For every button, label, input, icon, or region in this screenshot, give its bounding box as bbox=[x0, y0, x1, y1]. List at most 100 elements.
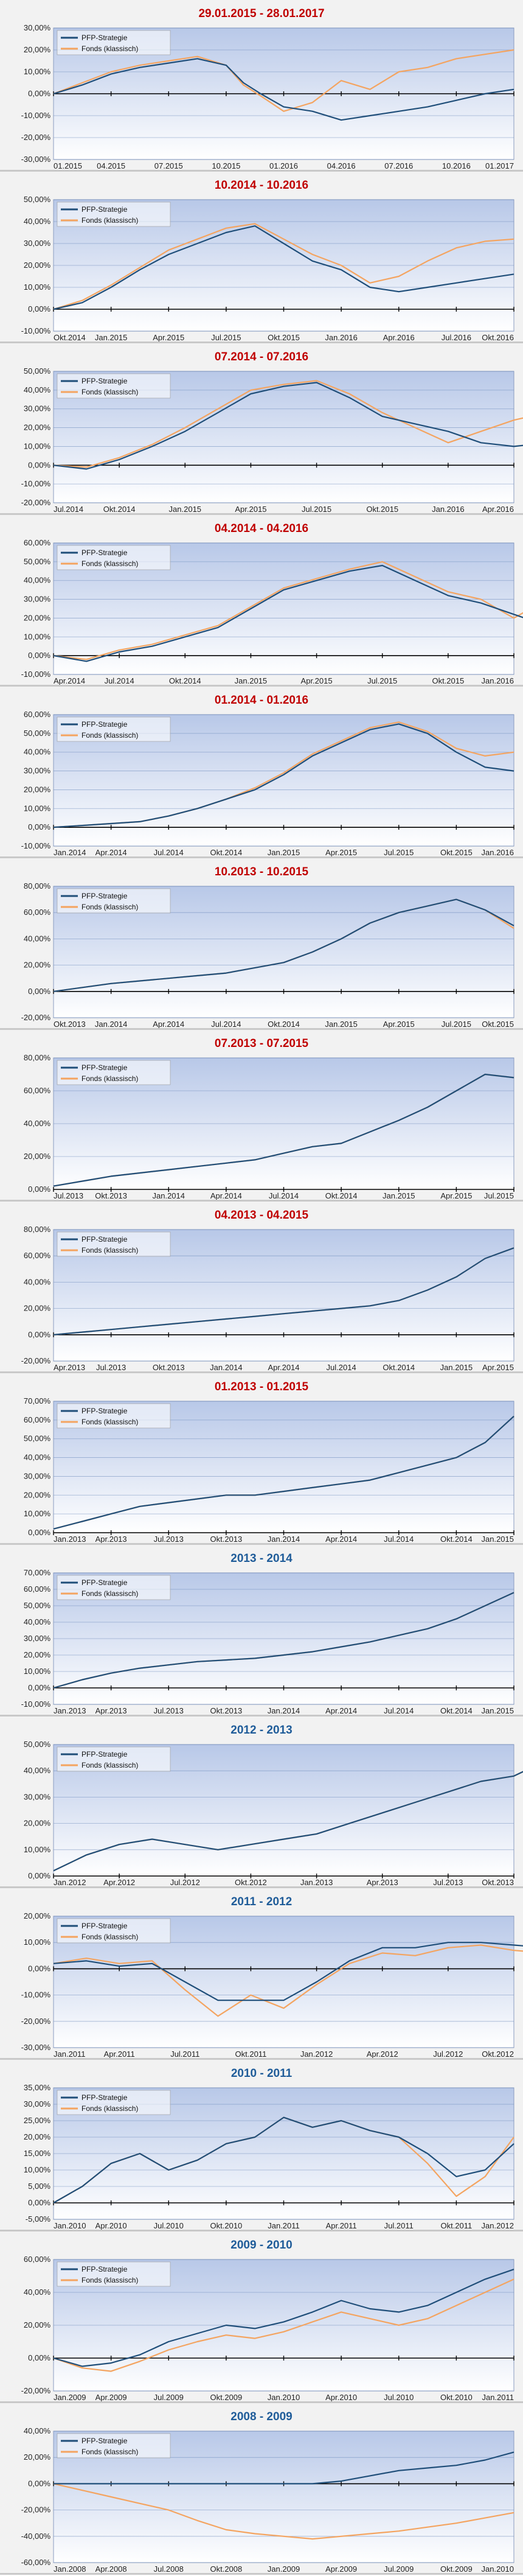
y-tick-label: 0,00% bbox=[28, 2198, 50, 2207]
x-tick-label: 10.2015 bbox=[212, 161, 240, 170]
y-tick-label: 40,00% bbox=[24, 1766, 51, 1775]
y-tick-label: 0,00% bbox=[28, 1185, 50, 1194]
y-tick-label: -10,00% bbox=[21, 841, 51, 850]
legend-entry: PFP-Strategie bbox=[81, 1922, 128, 1930]
legend-box bbox=[57, 30, 171, 55]
y-tick-label: 60,00% bbox=[24, 1415, 51, 1424]
x-tick-label: Apr.2015 bbox=[325, 848, 357, 856]
x-tick-label: 01.2015 bbox=[54, 161, 82, 170]
x-tick-label: Apr.2013 bbox=[95, 1706, 127, 1715]
x-tick-label: Jan.2015 bbox=[383, 1191, 415, 1200]
x-tick-label: 01.2016 bbox=[269, 161, 298, 170]
x-tick-label: Jul.2015 bbox=[367, 676, 397, 685]
legend-box bbox=[57, 1575, 171, 1600]
x-tick-label: Jan.2014 bbox=[95, 1020, 128, 1028]
x-tick-label: Okt.2014 bbox=[325, 1191, 358, 1200]
x-tick-label: Jul.2014 bbox=[269, 1191, 299, 1200]
legend-box bbox=[57, 2261, 171, 2287]
x-tick-label: Apr.2014 bbox=[325, 1535, 357, 1543]
x-tick-label: Apr.2010 bbox=[325, 2393, 357, 2401]
x-tick-label: Apr.2014 bbox=[325, 1706, 357, 1715]
chart-svg: 10.2013 - 10.2015 80,00% 60,00% 40,00% 20,00… bbox=[21, 866, 514, 1028]
legend: PFP-Strategie Fonds (klassisch) bbox=[57, 545, 171, 570]
chart-svg: 29.01.2015 - 28.01.2017 30,00% 20,00% 10,00… bbox=[21, 7, 514, 170]
y-tick-label: 0,00% bbox=[28, 460, 50, 469]
y-tick-label: 0,00% bbox=[28, 2353, 50, 2362]
y-tick-label: -20,00% bbox=[21, 1013, 51, 1022]
y-tick-label: 70,00% bbox=[24, 1396, 51, 1405]
y-tick-label: 20,00% bbox=[24, 2132, 51, 2141]
chart-svg: 04.2013 - 04.2015 80,00% 60,00% 40,00% 20,00… bbox=[21, 1209, 514, 1371]
series-line-pfp-strategie bbox=[53, 1415, 514, 1530]
x-tick-label: Apr.2014 bbox=[54, 676, 85, 685]
x-tick-label: 04.2016 bbox=[327, 161, 356, 170]
legend-entry: PFP-Strategie bbox=[81, 1578, 128, 1587]
x-tick-label: Jul.2012 bbox=[433, 2049, 463, 2058]
y-tick-label: 25,00% bbox=[24, 2116, 51, 2125]
x-tick-label: Okt.2015 bbox=[366, 505, 398, 513]
y-tick-label: 40,00% bbox=[24, 2426, 51, 2435]
legend: PFP-Strategie Fonds (klassisch) bbox=[57, 716, 171, 742]
y-tick-label: -40,00% bbox=[21, 2532, 51, 2541]
legend-entry: Fonds (klassisch) bbox=[81, 2104, 138, 2113]
x-tick-label: Apr.2013 bbox=[54, 1363, 85, 1371]
y-tick-label: 50,00% bbox=[24, 1740, 51, 1749]
x-tick-label: Jul.2014 bbox=[211, 1020, 241, 1028]
x-tick-label: Jul.2011 bbox=[384, 2221, 414, 2230]
chart-panel: 2009 - 2010 60,00% 40,00% 20,00% 0,00% -20,00… bbox=[0, 2231, 523, 2403]
x-tick-label: Okt.2014 bbox=[210, 848, 242, 856]
chart-title: 01.2013 - 01.2015 bbox=[215, 1381, 309, 1393]
x-tick-label: Apr.2015 bbox=[383, 1020, 415, 1028]
y-tick-label: 60,00% bbox=[24, 908, 51, 917]
x-tick-label: Apr.2015 bbox=[482, 1363, 514, 1371]
legend-entry: Fonds (klassisch) bbox=[81, 2276, 138, 2284]
x-tick-label: Jul.2015 bbox=[211, 333, 241, 341]
x-tick-label: Jul.2009 bbox=[154, 2393, 184, 2401]
chart-title: 04.2014 - 04.2016 bbox=[215, 522, 308, 535]
x-tick-label: Jan.2011 bbox=[482, 2393, 514, 2401]
series-line-fonds-klassisch bbox=[53, 2483, 514, 2540]
chart-svg: 01.2014 - 01.2016 60,00% 50,00% 40,00% 30,00… bbox=[21, 694, 514, 856]
x-tick-label: Okt.2011 bbox=[440, 2221, 472, 2230]
x-tick-label: Jul.2014 bbox=[154, 848, 184, 856]
x-tick-label: Apr.2011 bbox=[326, 2221, 357, 2230]
chart-panel: 07.2014 - 07.2016 50,00% 40,00% 30,00% 20,00… bbox=[0, 343, 523, 515]
y-tick-label: 50,00% bbox=[24, 729, 51, 738]
x-tick-label: Jan.2015 bbox=[325, 1020, 358, 1028]
x-tick-label: Jul.2014 bbox=[384, 1535, 414, 1543]
y-tick-label: 30,00% bbox=[24, 595, 51, 604]
legend-entry: Fonds (klassisch) bbox=[81, 1418, 138, 1426]
chart-panel: 29.01.2015 - 28.01.2017 30,00% 20,00% 10,00… bbox=[0, 0, 523, 172]
x-tick-label: Jul.2013 bbox=[54, 1191, 83, 1200]
chart-panel: 2013 - 2014 70,00% 60,00% 50,00% 40,00% 30,00… bbox=[0, 1545, 523, 1717]
y-tick-label: 15,00% bbox=[24, 2149, 51, 2158]
legend: PFP-Strategie Fonds (klassisch) bbox=[57, 1231, 171, 1257]
y-tick-label: 80,00% bbox=[24, 1053, 51, 1062]
y-tick-label: 10,00% bbox=[24, 1845, 51, 1854]
x-tick-label: Okt.2014 bbox=[440, 1706, 473, 1715]
legend-entry: Fonds (klassisch) bbox=[81, 1074, 138, 1083]
y-tick-label: 60,00% bbox=[24, 710, 51, 719]
x-tick-label: Jul.2015 bbox=[484, 1191, 514, 1200]
x-tick-label: Okt.2013 bbox=[482, 1878, 514, 1886]
x-tick-label: Apr.2015 bbox=[301, 676, 333, 685]
series-line-pfp-strategie bbox=[53, 564, 523, 662]
y-tick-label: 0,00% bbox=[28, 1964, 50, 1973]
x-tick-label: Jul.2014 bbox=[105, 676, 134, 685]
y-tick-label: 20,00% bbox=[24, 1304, 51, 1313]
x-tick-label: Okt.2012 bbox=[482, 2049, 514, 2058]
chart-title: 07.2014 - 07.2016 bbox=[215, 351, 308, 363]
legend-entry: PFP-Strategie bbox=[81, 2437, 128, 2445]
series-line-fonds-klassisch bbox=[53, 2278, 514, 2372]
chart-svg: 07.2014 - 07.2016 50,00% 40,00% 30,00% 20,00… bbox=[21, 351, 523, 513]
x-tick-label: Apr.2014 bbox=[153, 1020, 184, 1028]
y-tick-label: 0,00% bbox=[28, 304, 50, 313]
y-tick-label: 20,00% bbox=[24, 1911, 51, 1920]
legend-box bbox=[57, 2090, 171, 2115]
legend-entry: PFP-Strategie bbox=[81, 1407, 128, 1415]
legend: PFP-Strategie Fonds (klassisch) bbox=[57, 888, 171, 914]
x-tick-label: Okt.2015 bbox=[432, 676, 464, 685]
y-tick-label: 60,00% bbox=[24, 1086, 51, 1095]
y-tick-label: 0,00% bbox=[28, 2479, 50, 2488]
x-tick-label: Okt.2010 bbox=[210, 2221, 242, 2230]
